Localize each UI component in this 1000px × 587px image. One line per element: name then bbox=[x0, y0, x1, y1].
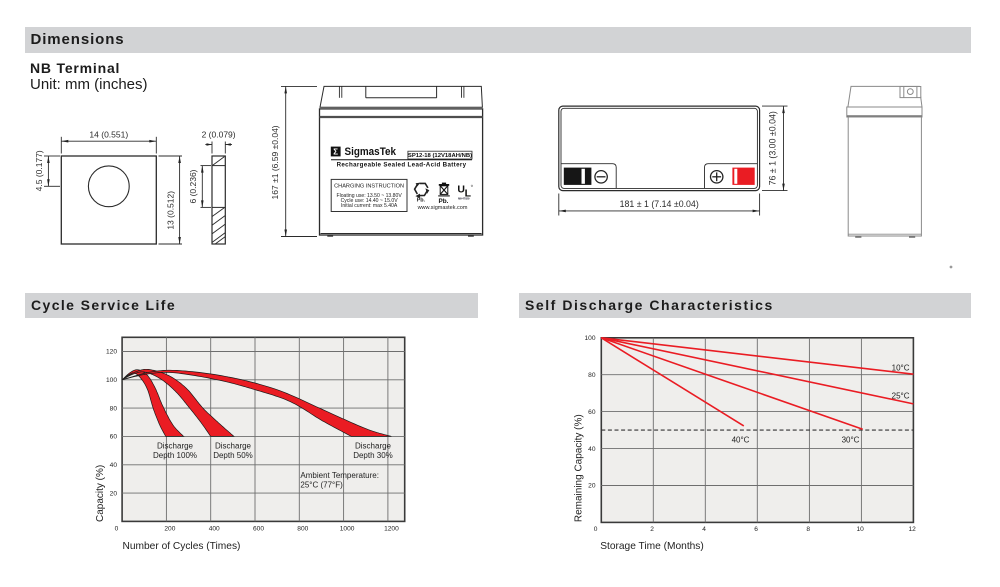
svg-text:SigmasTek: SigmasTek bbox=[345, 146, 397, 158]
svg-text:100: 100 bbox=[584, 335, 595, 342]
svg-text:8: 8 bbox=[806, 526, 810, 533]
svg-text:4.5 (0.177): 4.5 (0.177) bbox=[34, 150, 44, 191]
svg-text:20: 20 bbox=[588, 483, 596, 490]
svg-text:13 (0.512): 13 (0.512) bbox=[165, 191, 175, 230]
svg-text:10°C: 10°C bbox=[892, 363, 910, 372]
svg-text:2: 2 bbox=[650, 526, 654, 533]
svg-text:Pb.: Pb. bbox=[417, 197, 426, 203]
svg-text:Σ: Σ bbox=[333, 147, 338, 156]
svg-text:120: 120 bbox=[106, 349, 117, 356]
svg-text:30°C: 30°C bbox=[842, 435, 860, 444]
svg-text:Capacity (%): Capacity (%) bbox=[95, 465, 106, 522]
svg-text:www.sigmastek.com: www.sigmastek.com bbox=[417, 205, 468, 211]
svg-text:10: 10 bbox=[857, 526, 865, 533]
svg-text:Discharge: Discharge bbox=[355, 442, 392, 451]
svg-text:Discharge: Discharge bbox=[157, 442, 194, 451]
svg-text:SP12-18 (12V18AH/NB): SP12-18 (12V18AH/NB) bbox=[408, 153, 472, 159]
svg-text:100: 100 bbox=[106, 377, 117, 384]
svg-text:80: 80 bbox=[110, 405, 118, 412]
svg-text:25°C: 25°C bbox=[892, 392, 910, 401]
svg-text:4: 4 bbox=[702, 526, 706, 533]
svg-text:1000: 1000 bbox=[340, 525, 355, 532]
svg-text:Number of Cycles (Times): Number of Cycles (Times) bbox=[123, 541, 241, 552]
svg-text:60: 60 bbox=[588, 409, 596, 416]
svg-text:40: 40 bbox=[588, 446, 596, 453]
svg-text:76 ± 1 (3.00 ±0.04): 76 ± 1 (3.00 ±0.04) bbox=[768, 111, 778, 185]
svg-text:0: 0 bbox=[594, 526, 598, 533]
svg-text:25°C (77°F): 25°C (77°F) bbox=[300, 481, 343, 490]
svg-text:Depth 100%: Depth 100% bbox=[153, 451, 197, 460]
svg-text:Remaining Capacity (%): Remaining Capacity (%) bbox=[574, 414, 585, 522]
svg-text:Rechargeable Sealed Lead-Acid: Rechargeable Sealed Lead-Acid Battery bbox=[337, 161, 467, 168]
svg-text:40°C: 40°C bbox=[732, 435, 750, 444]
svg-text:Discharge: Discharge bbox=[215, 442, 252, 451]
svg-text:167 ±1 (6.59 ±0.04): 167 ±1 (6.59 ±0.04) bbox=[270, 125, 280, 199]
svg-text:Initial current: max 5.40A: Initial current: max 5.40A bbox=[341, 203, 398, 209]
svg-text:0: 0 bbox=[115, 525, 119, 532]
svg-text:MH47029: MH47029 bbox=[458, 196, 470, 200]
svg-text:6: 6 bbox=[754, 526, 758, 533]
svg-text:1200: 1200 bbox=[384, 525, 399, 532]
svg-text:Pb.: Pb. bbox=[439, 198, 449, 205]
svg-text:2 (0.079): 2 (0.079) bbox=[202, 130, 236, 140]
svg-text:6 (0.236): 6 (0.236) bbox=[188, 169, 198, 203]
svg-text:Depth 30%: Depth 30% bbox=[353, 451, 393, 460]
svg-text:181 ± 1 (7.14 ±0.04): 181 ± 1 (7.14 ±0.04) bbox=[620, 199, 699, 209]
svg-text:Cycle use: 14.40 ~ 15.0V: Cycle use: 14.40 ~ 15.0V bbox=[341, 198, 399, 204]
svg-text:400: 400 bbox=[209, 525, 220, 532]
svg-text:40: 40 bbox=[110, 462, 118, 469]
svg-text:U: U bbox=[457, 184, 465, 196]
svg-text:Ambient Temperature:: Ambient Temperature: bbox=[300, 471, 379, 480]
svg-text:200: 200 bbox=[164, 525, 175, 532]
svg-text:20: 20 bbox=[110, 490, 118, 497]
svg-text:Storage Time (Months): Storage Time (Months) bbox=[600, 541, 704, 552]
svg-text:80: 80 bbox=[588, 372, 596, 379]
svg-text:L: L bbox=[465, 187, 472, 199]
svg-text:Depth 50%: Depth 50% bbox=[213, 451, 253, 460]
svg-text:60: 60 bbox=[110, 434, 118, 441]
svg-text:14 (0.551): 14 (0.551) bbox=[89, 130, 128, 140]
svg-text:CHARGING INSTRUCTION: CHARGING INSTRUCTION bbox=[334, 183, 404, 189]
svg-text:800: 800 bbox=[297, 525, 308, 532]
svg-text:Floating use: 13.50 ~ 13.80V: Floating use: 13.50 ~ 13.80V bbox=[336, 193, 402, 199]
svg-text:600: 600 bbox=[253, 525, 264, 532]
svg-text:12: 12 bbox=[909, 526, 917, 533]
